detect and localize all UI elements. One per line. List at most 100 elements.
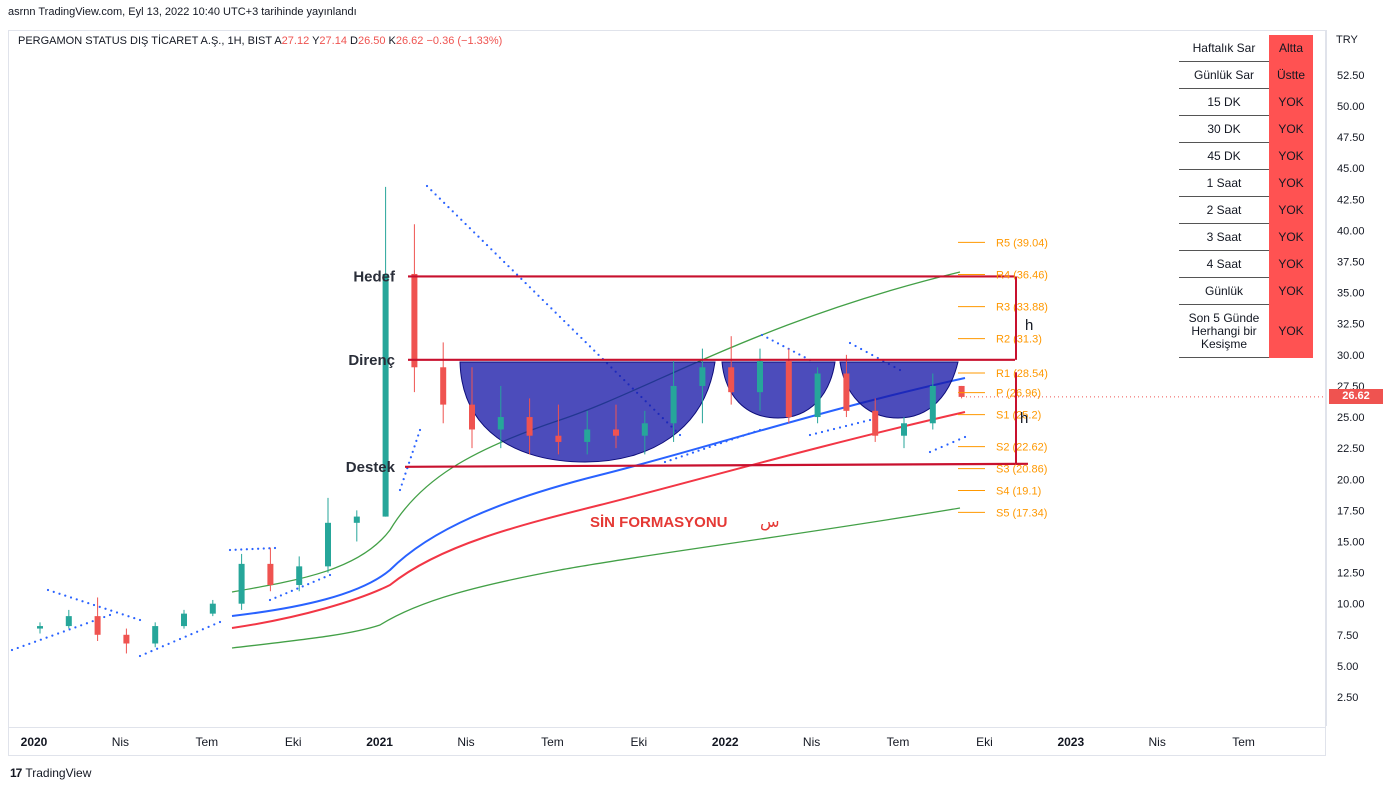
x-tick-label: Eki [285, 735, 302, 749]
y-tick-label: 52.50 [1337, 70, 1365, 82]
sar-dot [742, 434, 745, 437]
sar-dot [413, 445, 416, 448]
sar-dot [103, 615, 106, 619]
x-tick-label: 2021 [366, 735, 393, 749]
sar-dot [854, 344, 857, 348]
sar-dot [753, 430, 756, 433]
sar-dot [115, 611, 119, 614]
sar-dot [675, 457, 678, 460]
sar-dot [201, 628, 204, 631]
sar-dot [952, 440, 955, 444]
sar-dot [464, 222, 467, 226]
sar-dot [703, 447, 706, 450]
sar-dot [814, 432, 818, 435]
pattern-label: SİN FORMASYONU [590, 514, 728, 531]
sar-dot [285, 592, 288, 595]
x-tick-label: Eki [630, 735, 647, 749]
signal-row: 15 DK YOK [1179, 88, 1313, 116]
sar-dot [719, 442, 722, 445]
sar-dot [528, 286, 532, 289]
signal-value: YOK [1269, 250, 1313, 278]
sar-dot [860, 347, 863, 351]
sar-dot [558, 315, 562, 318]
signal-value: YOK [1269, 142, 1313, 170]
sar-dot [144, 652, 147, 655]
candle-body [843, 373, 850, 411]
resistance-label: Direnç [348, 352, 395, 369]
sar-dot [434, 193, 437, 196]
support-label: Destek [346, 459, 396, 476]
signal-row: 4 Saat YOK [1179, 250, 1313, 278]
sar-dot [871, 353, 874, 357]
signal-value: YOK [1269, 88, 1313, 116]
sar-dot [213, 623, 216, 626]
signal-label: 15 DK [1179, 88, 1269, 116]
x-tick-label: 2020 [21, 735, 48, 749]
pivot-label: R3 (33.88) [996, 302, 1048, 314]
sar-dot [430, 189, 433, 192]
pivot-label: P (26.96) [996, 388, 1041, 400]
sar-dot [963, 435, 967, 439]
sar-dot [678, 433, 682, 437]
sar-dot [75, 598, 78, 601]
sar-dot [876, 356, 879, 360]
y-tick-label: 35.00 [1337, 288, 1365, 300]
sar-dot [771, 339, 774, 342]
symbol-legend[interactable]: PERGAMON STATUS DIŞ TİCARET A.Ş., 1H, BI… [18, 35, 502, 47]
sar-dot [593, 349, 596, 352]
sar-dot [567, 324, 570, 327]
last-price-tag: 26.62 [1329, 389, 1383, 404]
sar-dot [133, 617, 136, 620]
signal-row: 30 DK YOK [1179, 115, 1313, 143]
sar-dot [190, 633, 193, 636]
sar-dot [766, 336, 769, 339]
sar-dot [597, 353, 600, 356]
sar-dot [708, 445, 711, 449]
sar-dot [156, 647, 159, 650]
footer-brand[interactable]: 17 TradingView [10, 766, 91, 780]
candle-body [929, 385, 936, 424]
ema-green-lower-line [231, 507, 961, 649]
candle-body [670, 385, 677, 424]
sar-dot [22, 644, 25, 647]
sar-dot [274, 596, 277, 599]
candle-body [641, 423, 648, 436]
sar-dot [328, 573, 332, 577]
sar-dot [455, 214, 459, 217]
sar-dot [736, 436, 739, 439]
signal-row: 1 Saat YOK [1179, 169, 1313, 197]
x-tick-label: Nis [457, 735, 474, 749]
sar-dot [411, 450, 414, 453]
open-value: 27.12 [281, 35, 310, 47]
sar-dot [832, 427, 836, 431]
sar-dot [545, 303, 549, 306]
currency-label: TRY [1336, 34, 1358, 46]
sar-dot [848, 341, 852, 345]
sar-dot [550, 307, 553, 310]
open-label: A [274, 35, 282, 47]
y-tick-label: 50.00 [1337, 101, 1365, 113]
price-axis-divider [1326, 30, 1327, 726]
pattern-symbol: س [760, 512, 780, 531]
sar-dot [782, 345, 785, 348]
sar-dot [584, 341, 587, 344]
y-tick-label: 17.50 [1337, 505, 1365, 517]
sar-dot [64, 594, 67, 597]
sar-dot [301, 585, 304, 588]
sar-dot [407, 461, 411, 464]
sar-dot [104, 607, 107, 610]
signal-value: YOK [1269, 304, 1313, 358]
sar-dot [838, 426, 842, 429]
sar-dot [798, 353, 801, 356]
candle-body [699, 367, 706, 386]
sar-dot [803, 356, 806, 359]
sar-dot [10, 648, 14, 652]
symbol-name[interactable]: PERGAMON STATUS DIŞ TİCARET A.Ş., 1H, BI… [18, 35, 272, 47]
candle-body [584, 429, 591, 442]
sar-dot [447, 206, 450, 209]
candle-body [785, 361, 792, 418]
candle-body [65, 616, 72, 627]
sar-dot [91, 620, 94, 623]
sar-dot [808, 433, 812, 437]
